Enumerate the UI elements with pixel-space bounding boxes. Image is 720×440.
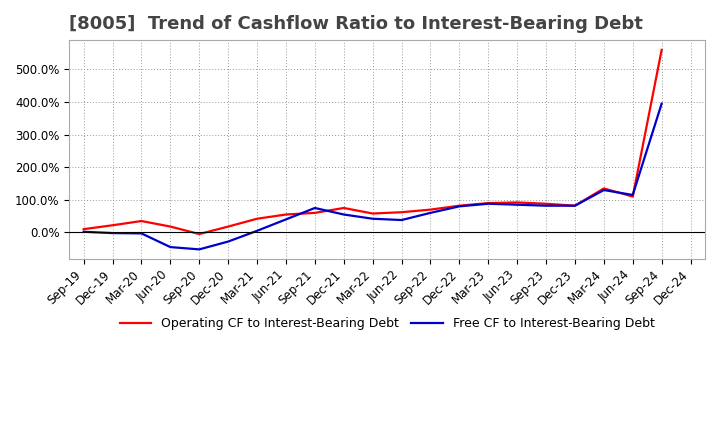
Operating CF to Interest-Bearing Debt xyxy=(484,201,492,206)
Free CF to Interest-Bearing Debt xyxy=(282,217,290,222)
Operating CF to Interest-Bearing Debt xyxy=(195,231,204,237)
Operating CF to Interest-Bearing Debt xyxy=(600,186,608,191)
Operating CF to Interest-Bearing Debt xyxy=(426,207,435,212)
Operating CF to Interest-Bearing Debt xyxy=(397,209,406,215)
Line: Free CF to Interest-Bearing Debt: Free CF to Interest-Bearing Debt xyxy=(84,104,662,249)
Free CF to Interest-Bearing Debt xyxy=(600,187,608,193)
Free CF to Interest-Bearing Debt xyxy=(108,231,117,236)
Free CF to Interest-Bearing Debt xyxy=(426,210,435,216)
Free CF to Interest-Bearing Debt xyxy=(657,101,666,106)
Legend: Operating CF to Interest-Bearing Debt, Free CF to Interest-Bearing Debt: Operating CF to Interest-Bearing Debt, F… xyxy=(114,312,660,335)
Free CF to Interest-Bearing Debt xyxy=(79,229,88,235)
Operating CF to Interest-Bearing Debt xyxy=(282,212,290,217)
Operating CF to Interest-Bearing Debt xyxy=(137,218,145,224)
Operating CF to Interest-Bearing Debt xyxy=(253,216,261,221)
Operating CF to Interest-Bearing Debt xyxy=(79,227,88,232)
Free CF to Interest-Bearing Debt xyxy=(571,203,580,209)
Operating CF to Interest-Bearing Debt xyxy=(455,203,464,209)
Free CF to Interest-Bearing Debt xyxy=(166,245,175,250)
Operating CF to Interest-Bearing Debt xyxy=(339,205,348,211)
Operating CF to Interest-Bearing Debt xyxy=(166,224,175,229)
Free CF to Interest-Bearing Debt xyxy=(397,217,406,223)
Operating CF to Interest-Bearing Debt xyxy=(369,211,377,216)
Operating CF to Interest-Bearing Debt xyxy=(629,194,637,199)
Text: [8005]  Trend of Cashflow Ratio to Interest-Bearing Debt: [8005] Trend of Cashflow Ratio to Intere… xyxy=(69,15,643,33)
Operating CF to Interest-Bearing Debt xyxy=(108,223,117,228)
Operating CF to Interest-Bearing Debt xyxy=(310,210,319,216)
Operating CF to Interest-Bearing Debt xyxy=(571,203,580,209)
Line: Operating CF to Interest-Bearing Debt: Operating CF to Interest-Bearing Debt xyxy=(84,50,662,234)
Operating CF to Interest-Bearing Debt xyxy=(224,224,233,229)
Free CF to Interest-Bearing Debt xyxy=(339,212,348,217)
Operating CF to Interest-Bearing Debt xyxy=(513,200,521,205)
Free CF to Interest-Bearing Debt xyxy=(137,231,145,236)
Free CF to Interest-Bearing Debt xyxy=(484,201,492,206)
Free CF to Interest-Bearing Debt xyxy=(253,228,261,234)
Free CF to Interest-Bearing Debt xyxy=(224,239,233,244)
Free CF to Interest-Bearing Debt xyxy=(195,247,204,252)
Free CF to Interest-Bearing Debt xyxy=(455,204,464,209)
Free CF to Interest-Bearing Debt xyxy=(310,205,319,211)
Free CF to Interest-Bearing Debt xyxy=(513,202,521,207)
Operating CF to Interest-Bearing Debt xyxy=(541,201,550,206)
Free CF to Interest-Bearing Debt xyxy=(541,203,550,209)
Operating CF to Interest-Bearing Debt xyxy=(657,47,666,52)
Free CF to Interest-Bearing Debt xyxy=(369,216,377,221)
Free CF to Interest-Bearing Debt xyxy=(629,192,637,198)
